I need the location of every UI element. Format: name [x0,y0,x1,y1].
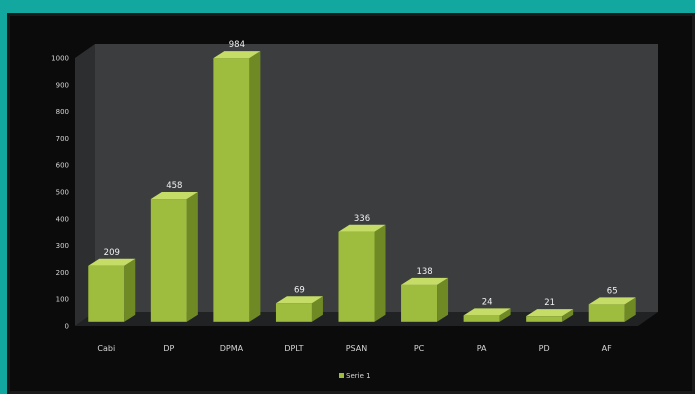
data-label: 69 [294,285,305,295]
y-tick-label: 200 [56,269,69,277]
bar [463,308,511,322]
y-tick-label: 1000 [51,55,69,63]
bar-side [311,296,323,322]
bar-front [275,303,312,322]
legend-label: Serie 1 [346,372,371,380]
bar-side [124,258,136,322]
data-label: 21 [544,298,555,308]
data-label: 65 [607,286,618,296]
data-label: 336 [354,214,370,224]
y-tick-label: 800 [56,108,69,116]
y-tick-label: 400 [56,215,69,223]
bar-side [374,224,386,322]
bar [213,51,261,322]
bar-front [463,315,500,322]
y-tick-label: 900 [56,81,69,89]
x-tick-label: AF [602,344,612,353]
bar [88,258,136,322]
legend-swatch [339,373,344,378]
bar-side [437,277,449,322]
bar-chart: 0 100 200 300 400 500 600 700 800 900 1000 209 458 9… [51,40,658,380]
y-tick-label: 600 [56,162,69,170]
x-tick-label: DPLT [284,344,303,353]
bar-top [401,277,449,285]
bar-top [88,258,136,266]
x-tick-label: PSAN [346,344,368,353]
bar-top [213,51,261,59]
data-label: 138 [416,267,432,277]
bar-front [401,284,438,322]
chart-panel: 0 100 200 300 400 500 600 700 800 900 1000 209 458 9… [7,13,695,394]
x-tick-label: PA [477,344,487,353]
x-tick-label: PD [539,344,550,353]
data-label: 209 [104,248,120,258]
bar-top [275,296,323,304]
y-tick-label: 100 [56,296,69,304]
bar-front [526,316,563,322]
data-label: 984 [229,40,245,50]
bar-front [88,265,125,322]
bar [338,224,386,322]
y-tick-label: 0 [65,323,69,331]
bar-side [624,297,636,322]
bar-top [150,192,198,200]
bar-side [186,192,198,322]
bar-side [562,309,574,322]
bar-front [213,58,250,322]
y-tick-label: 500 [56,189,69,197]
bar-top [463,308,511,316]
bar-front [150,199,187,322]
bar-top [338,224,386,232]
bar-top [588,297,636,305]
bar [150,192,198,322]
bar [526,309,574,322]
bar [401,277,449,322]
bar [588,297,636,322]
bar-front [588,304,625,322]
data-label: 24 [482,297,493,307]
chart-side-wall [75,44,95,326]
bar [275,296,323,322]
bar-front [338,231,375,322]
x-tick-label: DP [163,344,174,353]
data-label: 458 [166,181,182,191]
y-tick-label: 300 [56,242,69,250]
bar-side [249,51,261,322]
x-tick-label: DPMA [220,344,244,353]
bar-side [499,308,511,322]
bar-top [526,309,574,317]
x-tick-label: Cabi [97,344,115,353]
y-tick-label: 700 [56,135,69,143]
x-tick-label: PC [414,344,425,353]
